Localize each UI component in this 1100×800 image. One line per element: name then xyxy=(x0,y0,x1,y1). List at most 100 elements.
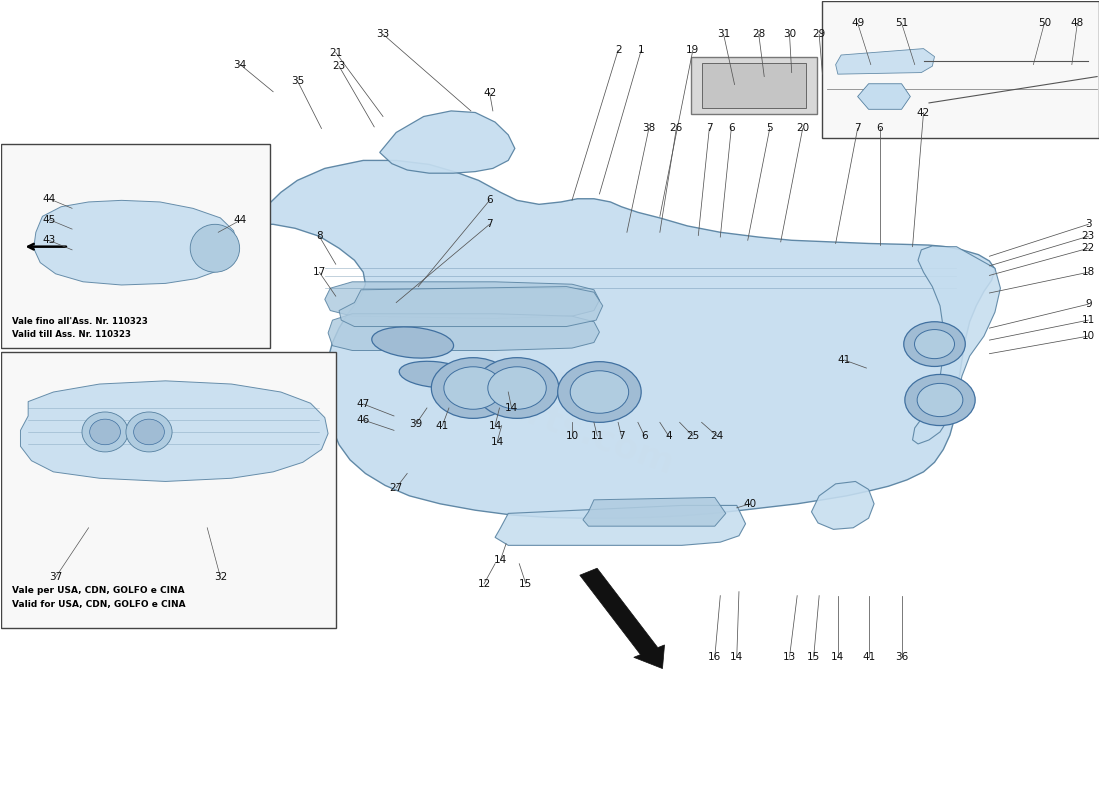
Polygon shape xyxy=(328,314,600,350)
Text: 27: 27 xyxy=(389,483,403,493)
Text: 38: 38 xyxy=(642,123,656,134)
Text: 50: 50 xyxy=(1037,18,1050,28)
Text: 7: 7 xyxy=(706,123,713,134)
Text: 14: 14 xyxy=(491,437,504,446)
Circle shape xyxy=(917,383,962,417)
Text: 28: 28 xyxy=(752,30,766,39)
Text: 7: 7 xyxy=(618,431,625,441)
Text: 45: 45 xyxy=(43,214,56,225)
Text: 18: 18 xyxy=(1081,267,1094,278)
Ellipse shape xyxy=(399,362,470,388)
Polygon shape xyxy=(495,506,746,546)
Circle shape xyxy=(558,362,641,422)
Text: 21: 21 xyxy=(329,48,342,58)
Text: 26: 26 xyxy=(670,123,683,134)
Text: 31: 31 xyxy=(717,30,730,39)
Text: 20: 20 xyxy=(796,123,810,134)
Circle shape xyxy=(570,370,629,414)
Text: 24: 24 xyxy=(711,431,724,441)
Text: passion
for parts.com: passion for parts.com xyxy=(408,318,692,482)
Ellipse shape xyxy=(190,224,240,272)
Text: 33: 33 xyxy=(376,30,389,39)
Text: 30: 30 xyxy=(783,30,796,39)
Text: 13: 13 xyxy=(783,652,796,662)
Text: 12: 12 xyxy=(477,578,491,589)
Text: 23: 23 xyxy=(1081,231,1094,242)
Text: 41: 41 xyxy=(838,355,851,365)
FancyBboxPatch shape xyxy=(1,145,270,348)
Text: 2: 2 xyxy=(615,46,622,55)
FancyBboxPatch shape xyxy=(1,352,336,628)
Text: 41: 41 xyxy=(436,421,449,430)
Circle shape xyxy=(904,322,966,366)
Text: 7: 7 xyxy=(855,123,861,134)
Polygon shape xyxy=(34,200,236,285)
Text: 15: 15 xyxy=(519,578,532,589)
FancyBboxPatch shape xyxy=(691,57,817,114)
Ellipse shape xyxy=(82,412,128,452)
Text: 11: 11 xyxy=(591,431,604,441)
Text: 10: 10 xyxy=(1081,331,1094,341)
Text: 6: 6 xyxy=(728,123,735,134)
Polygon shape xyxy=(812,482,874,530)
Text: 44: 44 xyxy=(233,215,246,226)
Text: 10: 10 xyxy=(565,431,579,441)
Text: 9: 9 xyxy=(1085,299,1091,309)
Text: 14: 14 xyxy=(488,421,502,430)
Text: Valid for USA, CDN, GOLFO e CINA: Valid for USA, CDN, GOLFO e CINA xyxy=(12,600,185,609)
Text: 39: 39 xyxy=(409,419,422,429)
Circle shape xyxy=(914,330,955,358)
Text: 19: 19 xyxy=(686,46,700,55)
Text: Valid till Ass. Nr. 110323: Valid till Ass. Nr. 110323 xyxy=(12,330,131,339)
Text: 51: 51 xyxy=(895,18,909,28)
Text: 6: 6 xyxy=(486,195,493,206)
Text: 6: 6 xyxy=(641,431,648,441)
Text: 14: 14 xyxy=(832,652,845,662)
FancyBboxPatch shape xyxy=(823,1,1099,138)
Text: 43: 43 xyxy=(43,235,56,246)
Text: 8: 8 xyxy=(316,231,322,242)
Text: 3: 3 xyxy=(1085,219,1091,230)
Text: 29: 29 xyxy=(813,30,826,39)
Ellipse shape xyxy=(372,327,453,358)
Text: 42: 42 xyxy=(483,87,496,98)
FancyBboxPatch shape xyxy=(702,63,806,108)
Ellipse shape xyxy=(90,419,120,445)
Ellipse shape xyxy=(125,412,172,452)
Polygon shape xyxy=(253,161,994,518)
Text: 16: 16 xyxy=(708,652,722,662)
Text: 14: 14 xyxy=(494,554,507,565)
Polygon shape xyxy=(21,381,328,482)
Polygon shape xyxy=(324,282,600,318)
Text: 44: 44 xyxy=(43,194,56,204)
Circle shape xyxy=(431,358,515,418)
Ellipse shape xyxy=(133,419,164,445)
Text: 1: 1 xyxy=(638,46,645,55)
Circle shape xyxy=(487,366,547,410)
Text: 36: 36 xyxy=(895,652,909,662)
Text: 25: 25 xyxy=(686,431,700,441)
Text: 42: 42 xyxy=(917,107,931,118)
Text: 7: 7 xyxy=(486,219,493,230)
Text: 6: 6 xyxy=(877,123,883,134)
Text: 15: 15 xyxy=(807,652,821,662)
Text: 14: 14 xyxy=(730,652,744,662)
Text: 37: 37 xyxy=(50,572,63,582)
Polygon shape xyxy=(339,286,603,326)
FancyArrow shape xyxy=(580,568,664,669)
Text: 47: 47 xyxy=(356,399,370,409)
Polygon shape xyxy=(913,246,1000,444)
Text: 11: 11 xyxy=(1081,315,1094,325)
Text: 41: 41 xyxy=(862,652,876,662)
Text: 40: 40 xyxy=(744,499,757,509)
Text: 49: 49 xyxy=(851,18,865,28)
Text: Vale fino all'Ass. Nr. 110323: Vale fino all'Ass. Nr. 110323 xyxy=(12,318,147,326)
Text: 48: 48 xyxy=(1070,18,1084,28)
Text: 46: 46 xyxy=(356,415,370,425)
Polygon shape xyxy=(858,84,911,110)
Text: 23: 23 xyxy=(332,61,345,71)
Circle shape xyxy=(444,366,503,410)
Polygon shape xyxy=(583,498,726,526)
Circle shape xyxy=(905,374,976,426)
Text: 17: 17 xyxy=(312,267,326,278)
